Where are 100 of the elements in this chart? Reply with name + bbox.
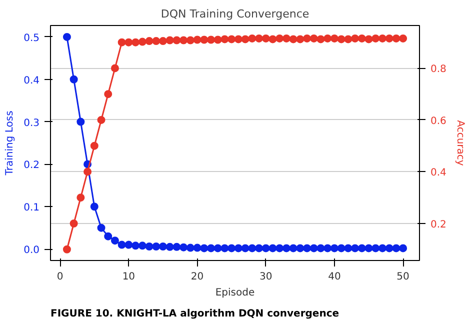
x-tick-label: 0 <box>56 272 64 282</box>
point <box>118 240 126 249</box>
point <box>90 202 98 211</box>
x-tick-label: 50 <box>396 272 410 282</box>
point <box>138 242 146 250</box>
point <box>180 243 188 252</box>
point <box>289 35 298 44</box>
point <box>97 116 106 124</box>
point <box>206 244 215 252</box>
chart-title: DQN Training Convergence <box>160 8 310 20</box>
point <box>358 244 366 252</box>
point <box>138 38 146 46</box>
point <box>268 244 277 252</box>
point <box>324 244 332 252</box>
point <box>166 36 174 44</box>
point <box>378 244 386 252</box>
point <box>186 36 194 44</box>
point <box>262 244 270 252</box>
point <box>248 34 256 42</box>
y2-tick-label: 0.8 <box>430 64 446 76</box>
point <box>276 34 284 42</box>
point <box>132 242 140 250</box>
point <box>124 240 133 249</box>
point <box>248 244 256 252</box>
x-tick-label: 30 <box>260 272 272 282</box>
point <box>337 35 346 44</box>
y2-tick-label: 0.2 <box>430 219 446 230</box>
point <box>344 244 352 252</box>
point <box>234 244 242 252</box>
point <box>358 34 366 42</box>
point <box>399 34 408 42</box>
point <box>62 32 71 41</box>
point <box>152 242 160 250</box>
point <box>193 36 202 44</box>
point <box>364 35 373 44</box>
point <box>324 34 332 42</box>
point <box>158 37 167 46</box>
point <box>399 244 408 252</box>
point <box>296 244 304 252</box>
point <box>76 118 85 126</box>
point <box>220 35 229 44</box>
y-tick-label: 0.2 <box>24 160 40 172</box>
point <box>228 244 236 252</box>
point <box>180 36 188 44</box>
x-tick-label: 20 <box>190 272 204 282</box>
y-tick-label: 0.4 <box>24 75 40 86</box>
point <box>296 35 304 44</box>
point <box>200 36 208 44</box>
point <box>378 34 386 42</box>
point <box>344 35 352 44</box>
point <box>234 35 242 44</box>
y2-tick-label: 0.6 <box>430 116 446 127</box>
point <box>303 244 312 252</box>
point <box>186 244 194 252</box>
point <box>145 37 154 46</box>
caption: FIGURE 10. KNIGHT-LA algorithm DQN convergence <box>50 308 340 320</box>
point <box>255 244 264 252</box>
point <box>316 244 325 252</box>
point <box>97 224 106 232</box>
point <box>118 38 126 46</box>
point <box>193 244 202 252</box>
y2-axis-title: Accuracy <box>454 120 466 166</box>
point <box>316 35 325 44</box>
point <box>289 244 298 252</box>
point <box>145 242 154 250</box>
point <box>62 245 71 254</box>
x-tick-label: 10 <box>122 272 136 282</box>
point <box>228 35 236 44</box>
point <box>90 142 98 150</box>
point <box>392 244 400 252</box>
point <box>206 36 215 44</box>
point <box>276 244 284 252</box>
point <box>84 168 92 176</box>
point <box>392 34 400 42</box>
point <box>158 242 167 250</box>
y-axis-title: Training Loss <box>4 110 16 176</box>
point <box>104 232 112 240</box>
x-axis-title: Episode <box>215 288 255 298</box>
point <box>110 236 119 245</box>
point <box>262 34 270 42</box>
point <box>70 219 78 228</box>
point <box>385 34 394 42</box>
point <box>124 38 133 46</box>
point <box>214 36 222 44</box>
point <box>372 244 380 252</box>
y2-tick-label: 0.4 <box>430 168 446 179</box>
point <box>282 244 290 252</box>
point <box>255 34 264 42</box>
x-tick-label: 40 <box>328 272 341 282</box>
point <box>303 34 312 42</box>
point <box>172 36 181 44</box>
y-tick-label: 0.5 <box>24 32 40 44</box>
point <box>372 34 380 42</box>
point <box>310 34 318 42</box>
point <box>104 90 112 98</box>
y-tick-label: 0.1 <box>24 202 40 214</box>
point <box>172 242 181 251</box>
point <box>282 34 290 42</box>
point <box>70 75 78 84</box>
point <box>166 242 174 251</box>
